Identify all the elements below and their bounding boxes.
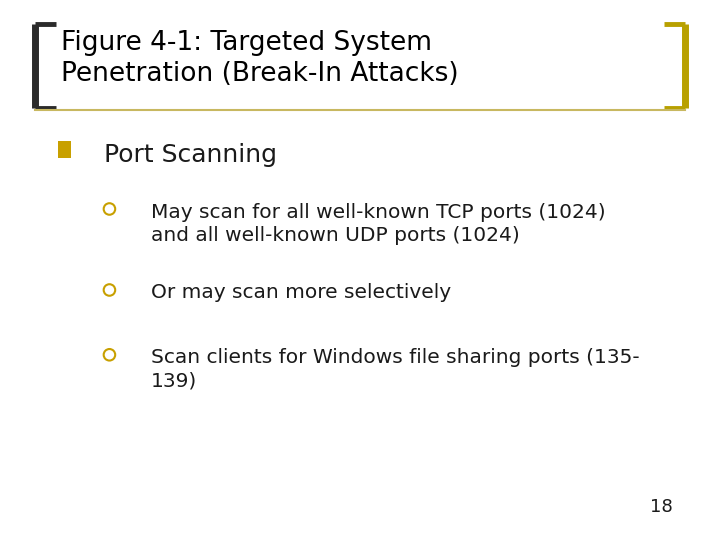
Text: 18: 18 xyxy=(650,498,673,516)
Text: Figure 4-1: Targeted System
Penetration (Break-In Attacks): Figure 4-1: Targeted System Penetration … xyxy=(61,30,459,87)
Text: May scan for all well-known TCP ports (1024)
and all well-known UDP ports (1024): May scan for all well-known TCP ports (1… xyxy=(151,202,606,245)
Text: Port Scanning: Port Scanning xyxy=(104,143,277,167)
Bar xyxy=(58,141,71,158)
Text: Or may scan more selectively: Or may scan more selectively xyxy=(151,284,451,302)
Text: Scan clients for Windows file sharing ports (135-
139): Scan clients for Windows file sharing po… xyxy=(151,348,640,391)
